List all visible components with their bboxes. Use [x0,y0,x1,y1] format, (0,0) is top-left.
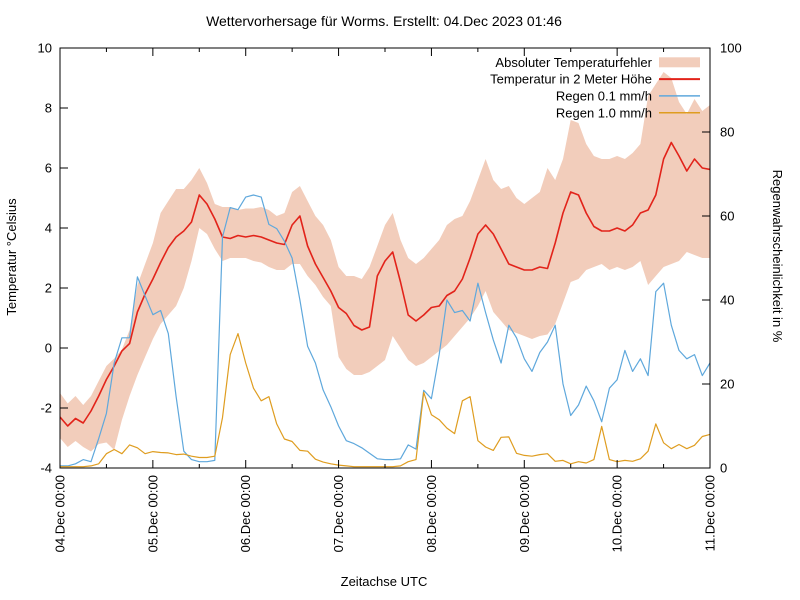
legend-band-swatch [659,57,700,68]
x-tick-label: 10.Dec 00:00 [610,475,625,552]
x-tick-label: 09.Dec 00:00 [517,475,532,552]
y-left-tick-label: 2 [45,281,52,296]
legend-entry: Regen 0.1 mm/h [556,89,700,104]
y-right-tick-label: 40 [720,293,734,308]
axis-ticks [59,47,711,469]
rain-01mmh-line [60,194,710,467]
legend-label: Temperatur in 2 Meter Höhe [490,72,652,87]
y-left-tick-label: -4 [40,461,52,476]
x-tick-label: 07.Dec 00:00 [331,475,346,552]
x-axis-title: Zeitachse UTC [341,574,428,589]
x-tick-label: 06.Dec 00:00 [238,475,253,552]
y-left-tick-label: 10 [38,41,52,56]
y-right-tick-label: 100 [720,41,742,56]
legend-entry: Absoluter Temperaturfehler [495,55,700,70]
temperature-line [60,141,710,427]
x-tick-label: 11.Dec 00:00 [703,475,718,551]
legend-label: Absoluter Temperaturfehler [495,55,652,70]
y-right-tick-label: 60 [720,209,734,224]
y-left-axis-title: Temperatur °Celsius [4,198,19,316]
y-left-tick-label: 6 [45,161,52,176]
y-right-tick-label: 20 [720,377,734,392]
legend-label: Regen 1.0 mm/h [556,105,652,120]
x-tick-label: 08.Dec 00:00 [424,475,439,552]
legend-label: Regen 0.1 mm/h [556,89,652,104]
y-left-tick-label: 0 [45,341,52,356]
chart-legend: Absoluter Temperaturfehler Temperatur in … [490,55,700,120]
y-right-tick-label: 80 [720,125,734,140]
y-right-axis-title: Regenwahrscheinlichkeit in % [770,170,785,343]
chart-title: Wettervorhersage für Worms. Erstellt: 04… [206,13,562,29]
y-left-tick-label: 4 [45,221,52,236]
y-right-tick-label: 0 [720,461,727,476]
x-tick-label: 04.Dec 00:00 [53,475,68,552]
x-tick-label: 05.Dec 00:00 [145,475,160,552]
legend-entry: Temperatur in 2 Meter Höhe [490,72,700,87]
legend-entry: Regen 1.0 mm/h [556,105,700,120]
y-left-tick-label: 8 [45,101,52,116]
y-left-tick-label: -2 [40,401,52,416]
